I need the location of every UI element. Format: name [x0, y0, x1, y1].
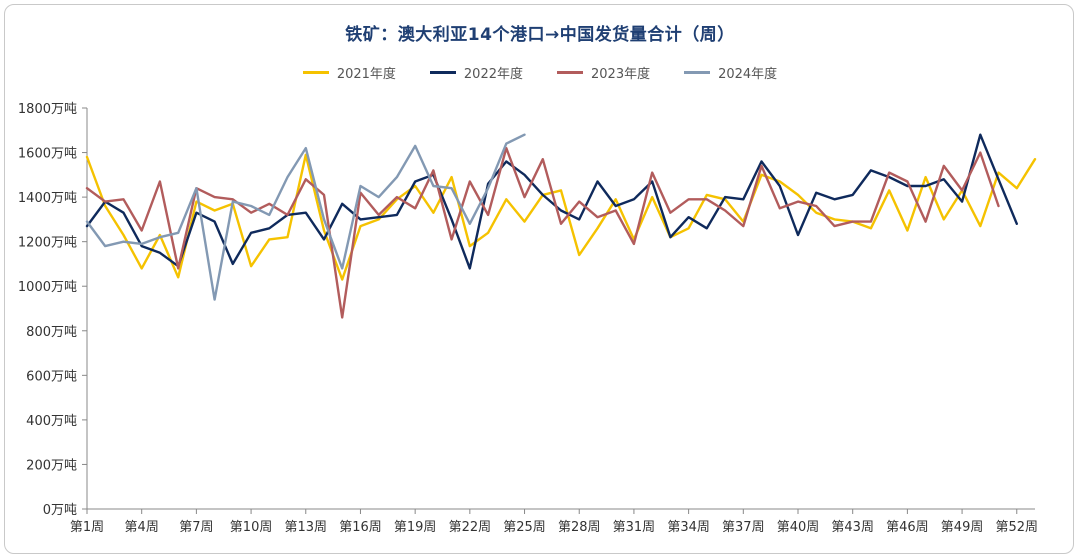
- x-tick-label: 第46周: [886, 520, 929, 535]
- legend-item-2021: 2021年度: [302, 63, 396, 82]
- x-tick-label: 第49周: [941, 520, 984, 535]
- x-tick-label: 第22周: [449, 520, 492, 535]
- y-tick-label: 1400万吨: [18, 191, 77, 206]
- series-line-2022: [85, 133, 1018, 270]
- legend-swatch-2024: [684, 71, 711, 74]
- legend: 2021年度 2022年度 2023年度 2024年度: [0, 63, 1080, 82]
- y-tick-label: 1000万吨: [18, 280, 77, 295]
- x-tick-label: 第40周: [777, 520, 820, 535]
- x-tick-label: 第10周: [230, 520, 273, 535]
- legend-swatch-2021: [302, 71, 329, 74]
- legend-label-2023: 2023年度: [591, 67, 651, 82]
- x-tick-label: 第13周: [284, 520, 327, 535]
- y-tick-label: 400万吨: [26, 414, 77, 429]
- legend-swatch-2022: [429, 71, 456, 74]
- x-tick-label: 第28周: [558, 520, 601, 535]
- y-tick-label: 1200万吨: [18, 236, 77, 251]
- y-tick-label: 200万吨: [26, 458, 77, 473]
- x-tick-label: 第37周: [722, 520, 765, 535]
- chart-title: 铁矿：澳大利亚14个港口→中国发货量合计（周）: [345, 25, 735, 45]
- x-tick-label: 第34周: [667, 520, 710, 535]
- x-tick-label: 第52周: [995, 520, 1038, 535]
- x-tick-label: 第1周: [70, 520, 104, 535]
- x-tick-label: 第43周: [831, 520, 874, 535]
- y-tick-label: 0万吨: [43, 503, 77, 518]
- legend-label-2021: 2021年度: [336, 67, 396, 82]
- x-tick-label: 第7周: [179, 520, 213, 535]
- legend-swatch-2023: [557, 71, 583, 74]
- x-tick-label: 第19周: [394, 520, 437, 535]
- legend-label-2022: 2022年度: [463, 67, 523, 82]
- legend-item-2024: 2024年度: [684, 63, 777, 82]
- series-line-2024: [85, 133, 526, 301]
- y-tick-label: 600万吨: [26, 369, 77, 384]
- y-tick-label: 1800万吨: [18, 102, 77, 117]
- x-tick-label: 第16周: [339, 520, 382, 535]
- chart-frame: [4, 4, 1074, 554]
- legend-label-2024: 2024年度: [718, 67, 778, 82]
- legend-item-2022: 2022年度: [429, 63, 523, 82]
- x-tick-label: 第4周: [125, 520, 159, 535]
- legend-item-2023: 2023年度: [557, 63, 650, 82]
- y-tick-label: 1600万吨: [18, 147, 77, 162]
- x-tick-label: 第25周: [503, 520, 546, 535]
- series-line-2023: [85, 146, 1000, 319]
- y-tick-label: 800万吨: [26, 325, 77, 340]
- x-tick-label: 第31周: [613, 520, 656, 535]
